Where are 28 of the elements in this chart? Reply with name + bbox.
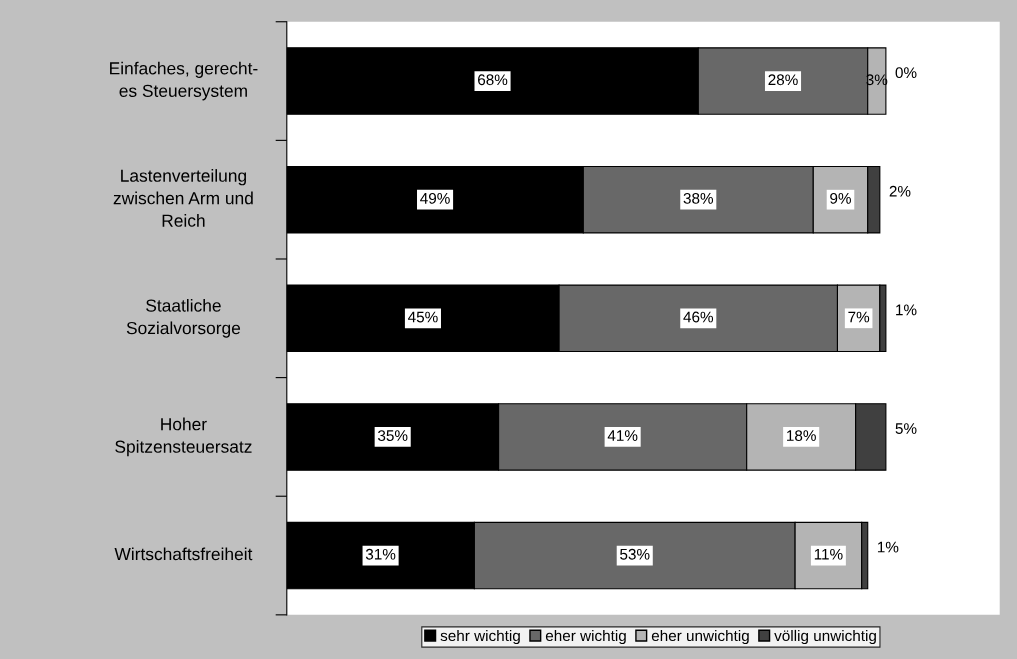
data-label: 1% [896,304,917,316]
y-tick-label: Hoher Spitzensteuersatz [115,417,252,457]
data-label: 2% [889,185,911,197]
data-label: 5% [895,423,917,434]
y-tick-label: Wirtschaftsfreiheit [114,547,253,561]
y-tick-label: Einfaches, gerecht- es Steuersystem [110,61,258,101]
legend-label: eher unwichtig [651,629,749,645]
data-label: 31% [365,548,396,560]
legend-label: eher wichtig [545,629,626,645]
y-tick-label: Lastenverteilung zwischen Arm und Reich [113,169,253,227]
data-label: 38% [683,192,714,204]
y-tick-label: Staatliche Sozialvorsorge [126,298,241,338]
data-label: 41% [607,430,638,441]
data-label: 35% [377,430,408,442]
data-label: 45% [408,311,438,323]
data-label: 11% [814,548,843,560]
data-label: 53% [620,548,650,560]
data-label: 18% [787,430,816,442]
data-label: 68% [478,74,508,86]
data-label: 7% [848,311,870,323]
data-label: 28% [768,74,798,86]
legend-label: sehr wichtig [440,629,520,645]
data-label: 9% [830,192,851,204]
data-label: 0% [895,67,917,79]
data-label: 46% [683,311,714,323]
data-label: 49% [420,192,450,204]
data-label: 1% [877,541,899,553]
legend-label: völlig unwichtig [774,629,876,645]
